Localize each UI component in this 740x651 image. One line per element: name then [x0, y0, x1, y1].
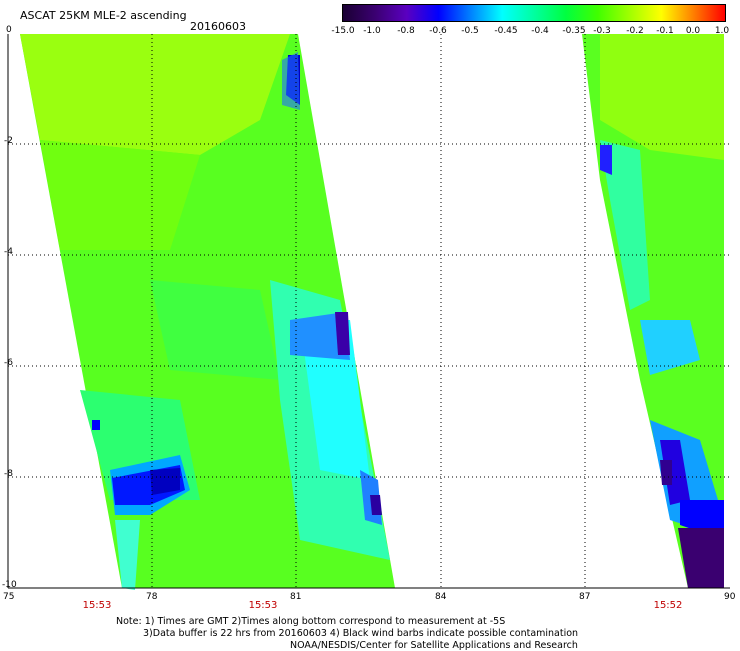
swath-left [20, 34, 395, 590]
colorbar-label: 1.0 [714, 26, 730, 36]
map-title: ASCAT 25KM MLE-2 ascending [20, 9, 187, 22]
x-tick-label: 90 [724, 592, 736, 602]
note-line: 3)Data buffer is 22 hrs from 20160603 4)… [143, 628, 579, 639]
colorbar-labels: -15.0 -1.0 -0.8 -0.6 -0.5 -0.45 -0.4 -0.… [330, 26, 730, 38]
grid-lines [8, 34, 730, 588]
colorbar-label: -0.6 [429, 26, 447, 36]
colorbar-label: -0.45 [494, 26, 518, 36]
x-tick-label: 81 [290, 592, 302, 602]
x-tick-label: 84 [435, 592, 447, 602]
colorbar [342, 4, 726, 22]
colorbar-label: 0.0 [685, 26, 701, 36]
swath-right [582, 34, 724, 588]
colorbar-label: -15.0 [331, 26, 355, 36]
note-line: Note: 1) Times are GMT 2)Times along bot… [116, 616, 506, 627]
time-label: 15:53 [82, 600, 112, 611]
colorbar-label: -0.8 [397, 26, 415, 36]
x-tick-label: 87 [579, 592, 591, 602]
colorbar-label: -0.5 [461, 26, 479, 36]
y-tick-label: -2 [4, 136, 13, 146]
x-tick-label: 75 [3, 592, 15, 602]
colorbar-label: -1.0 [363, 26, 381, 36]
y-tick-label: -10 [2, 580, 17, 590]
colorbar-label: -0.3 [593, 26, 611, 36]
time-label: 15:52 [653, 600, 683, 611]
map-date: 20160603 [190, 20, 246, 33]
x-tick-label: 78 [146, 592, 158, 602]
colorbar-label: -0.35 [562, 26, 586, 36]
y-tick-label: -8 [4, 469, 13, 479]
y-tick-label: -4 [4, 247, 13, 257]
y-tick-label: -6 [4, 358, 13, 368]
colorbar-label: -0.1 [656, 26, 674, 36]
y-tick-label: 0 [6, 25, 12, 35]
note-line: NOAA/NESDIS/Center for Satellite Applica… [290, 640, 578, 651]
colorbar-gradient [343, 5, 725, 21]
time-label: 15:53 [248, 600, 278, 611]
colorbar-label: -0.2 [626, 26, 644, 36]
colorbar-label: -0.4 [531, 26, 549, 36]
